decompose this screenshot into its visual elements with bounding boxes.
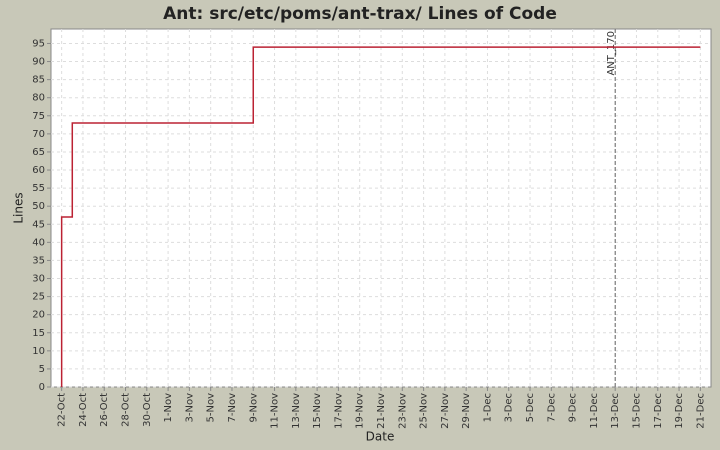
x-tick-label: 30-Oct xyxy=(142,393,153,427)
x-tick-label: 17-Nov xyxy=(333,393,344,429)
x-tick-label: 28-Oct xyxy=(121,393,132,427)
x-tick-label: 21-Nov xyxy=(376,393,387,429)
x-tick-label: 24-Oct xyxy=(78,393,89,427)
x-tick-label: 15-Nov xyxy=(312,393,323,429)
x-tick-label: 13-Dec xyxy=(610,393,621,429)
y-tick-label: 95 xyxy=(32,38,45,49)
x-tick-label: 13-Nov xyxy=(291,393,302,429)
plot-area xyxy=(50,28,712,388)
x-tick-label: 23-Nov xyxy=(397,393,408,429)
annotation-label: ANT_170 xyxy=(606,31,617,76)
x-tick-label: 11-Dec xyxy=(589,393,600,429)
y-tick-label: 0 xyxy=(39,382,45,393)
x-tick-label: 7-Nov xyxy=(227,393,238,423)
x-tick-label: 9-Nov xyxy=(248,393,259,423)
y-tick-label: 80 xyxy=(32,93,45,104)
y-tick-label: 50 xyxy=(32,201,45,212)
x-tick-label: 11-Nov xyxy=(270,393,281,429)
x-tick-label: 5-Dec xyxy=(525,393,536,422)
x-tick-label: 26-Oct xyxy=(99,393,110,427)
x-tick-label: 1-Nov xyxy=(163,393,174,423)
x-tick-label: 19-Nov xyxy=(355,393,366,429)
y-tick-label: 90 xyxy=(32,57,45,68)
x-tick-label: 1-Dec xyxy=(482,393,493,422)
y-tick-label: 70 xyxy=(32,129,45,140)
x-tick-label: 25-Nov xyxy=(419,393,430,429)
y-axis-title: Lines xyxy=(12,192,26,223)
y-tick-label: 30 xyxy=(32,274,45,285)
x-tick-label: 29-Nov xyxy=(461,393,472,429)
y-tick-label: 40 xyxy=(32,237,45,248)
x-tick-label: 17-Dec xyxy=(653,393,664,429)
chart-title: Ant: src/etc/poms/ant-trax/ Lines of Cod… xyxy=(163,4,557,24)
x-tick-label: 19-Dec xyxy=(674,393,685,429)
y-tick-label: 10 xyxy=(32,346,45,357)
y-tick-label: 15 xyxy=(32,328,45,339)
y-tick-label: 65 xyxy=(32,147,45,158)
y-tick-label: 25 xyxy=(32,292,45,303)
x-tick-label: 22-Oct xyxy=(57,393,68,427)
y-tick-label: 55 xyxy=(32,183,45,194)
y-tick-label: 60 xyxy=(32,165,45,176)
x-tick-label: 9-Dec xyxy=(568,393,579,422)
x-tick-label: 5-Nov xyxy=(206,393,217,423)
x-tick-label: 27-Nov xyxy=(440,393,451,429)
x-tick-label: 3-Dec xyxy=(504,393,515,422)
x-axis-title: Date xyxy=(366,430,395,444)
y-tick-label: 35 xyxy=(32,255,45,266)
y-tick-label: 20 xyxy=(32,310,45,321)
y-tick-label: 45 xyxy=(32,219,45,230)
y-tick-label: 75 xyxy=(32,111,45,122)
data-line xyxy=(60,46,701,387)
y-tick-label: 85 xyxy=(32,75,45,86)
x-tick-label: 3-Nov xyxy=(184,393,195,423)
x-tick-label: 15-Dec xyxy=(631,393,642,429)
x-tick-label: 21-Dec xyxy=(695,393,706,429)
x-tick-label: 7-Dec xyxy=(546,393,557,422)
y-tick-label: 5 xyxy=(39,364,45,375)
